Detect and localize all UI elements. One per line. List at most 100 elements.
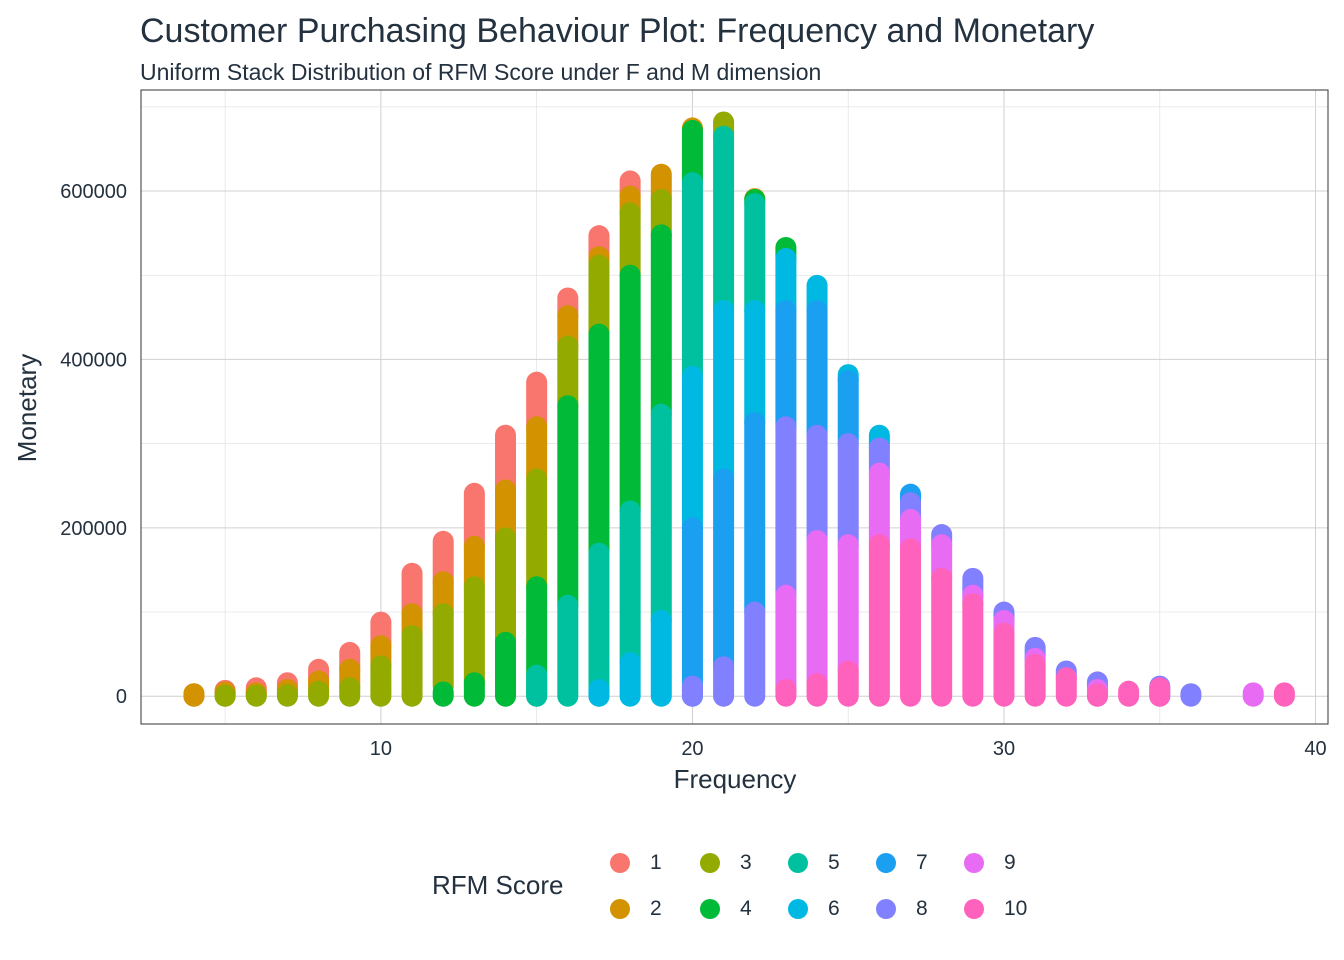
data-point-stack <box>650 403 672 631</box>
data-point-stack <box>931 567 953 707</box>
legend-swatch <box>700 853 720 873</box>
data-point-stack <box>214 684 236 707</box>
y-tick-label: 400000 <box>60 349 127 371</box>
legend-swatch <box>964 899 984 919</box>
x-tick-label: 40 <box>1304 738 1326 760</box>
legend-label: 8 <box>916 897 928 920</box>
data-point-stack <box>744 412 766 623</box>
data-point-stack <box>868 462 890 556</box>
data-point-stack <box>619 652 641 707</box>
legend-label: 3 <box>740 851 752 874</box>
legend-swatch <box>610 899 630 919</box>
data-point-stack <box>900 538 922 707</box>
legend-swatch <box>964 853 984 873</box>
data-point-stack <box>526 664 548 707</box>
data-point-stack <box>619 500 641 674</box>
data-point-stack <box>495 527 517 653</box>
y-tick-label: 600000 <box>60 181 127 203</box>
legend-label: 6 <box>828 897 840 920</box>
scatter-chart: 10 20 30 40 0 200000 400000 600000 Frequency M… <box>12 89 1329 794</box>
data-point-stack <box>713 300 735 490</box>
data-point-stack <box>1118 680 1140 707</box>
y-tick-label: 0 <box>116 686 127 708</box>
x-tick-label: 30 <box>993 738 1015 760</box>
data-point-stack <box>775 678 797 707</box>
legend-swatch <box>700 899 720 919</box>
data-point-stack <box>806 529 828 695</box>
legend-item: 8 <box>876 896 928 922</box>
series-rfm-4 <box>432 119 797 707</box>
y-axis-label: Monetary <box>12 354 42 462</box>
legend-swatch <box>788 899 808 919</box>
legend-item: 10 <box>964 896 1027 922</box>
data-point-stack <box>775 584 797 700</box>
data-point-stack <box>463 672 485 707</box>
legend-label: 7 <box>916 851 928 874</box>
data-point-stack <box>775 416 797 606</box>
legend-label: 5 <box>828 851 840 874</box>
data-point-stack <box>1242 682 1264 707</box>
data-point-stack <box>1055 667 1077 707</box>
legend-swatch <box>610 853 630 873</box>
data-point-stack <box>681 365 703 539</box>
chart-subtitle: Uniform Stack Distribution of RFM Score … <box>140 59 822 85</box>
legend-item: 2 <box>610 896 662 922</box>
data-point-stack <box>401 625 423 707</box>
data-point-stack <box>463 576 485 694</box>
legend-label: 2 <box>650 897 662 920</box>
grid-lines <box>141 90 1328 724</box>
legend-label: 10 <box>1004 897 1028 920</box>
data-point-stack <box>993 622 1015 707</box>
x-axis-ticks: 10 20 30 40 <box>370 738 1327 760</box>
data-point-stack <box>276 684 298 707</box>
data-point-stack <box>837 369 859 455</box>
series-rfm-5 <box>526 125 766 707</box>
y-axis-ticks: 0 200000 400000 600000 <box>60 181 127 708</box>
x-tick-label: 10 <box>370 738 392 760</box>
data-point-stack <box>806 300 828 446</box>
data-point-stack <box>713 656 735 707</box>
data-point-stack <box>432 603 454 697</box>
y-tick-label: 200000 <box>60 518 127 540</box>
data-point-stack <box>650 609 672 707</box>
legend-item: 7 <box>876 850 928 876</box>
data-point-stack <box>432 681 454 707</box>
data-point-stack <box>588 323 610 564</box>
data-marks <box>183 111 1295 707</box>
data-point-stack <box>806 424 828 551</box>
series-rfm-10 <box>775 534 1295 707</box>
data-point-stack <box>588 678 610 707</box>
data-point-stack <box>308 680 330 707</box>
data-point-stack <box>775 300 797 438</box>
data-point-stack <box>557 335 579 417</box>
data-point-stack <box>713 125 735 322</box>
legend-item: 6 <box>788 896 840 922</box>
data-point-stack <box>557 395 579 616</box>
legend-swatch <box>876 853 896 873</box>
data-point-stack <box>183 683 205 707</box>
data-point-stack <box>1273 682 1295 707</box>
data-point-stack <box>713 468 735 678</box>
data-point-stack <box>806 673 828 707</box>
data-point-stack <box>744 193 766 322</box>
legend-swatch <box>788 853 808 873</box>
data-point-stack <box>650 224 672 425</box>
legend-item: 9 <box>964 850 1016 876</box>
data-point-stack <box>526 468 548 598</box>
data-point-stack <box>245 684 267 707</box>
data-point-stack <box>1086 683 1108 707</box>
data-point-stack <box>744 601 766 707</box>
legend-item: 5 <box>788 850 840 876</box>
legend-label: 4 <box>740 897 752 920</box>
data-point-stack <box>1024 653 1046 707</box>
legend-label: 1 <box>650 851 662 874</box>
data-point-stack <box>681 675 703 707</box>
data-point-stack <box>588 542 610 707</box>
legend-item: 3 <box>700 850 752 876</box>
data-point-stack <box>681 172 703 387</box>
data-point-stack <box>557 594 579 707</box>
data-point-stack <box>619 202 641 286</box>
legend-title: RFM Score <box>432 870 564 900</box>
data-point-stack <box>619 264 641 522</box>
legend-swatch <box>876 899 896 919</box>
